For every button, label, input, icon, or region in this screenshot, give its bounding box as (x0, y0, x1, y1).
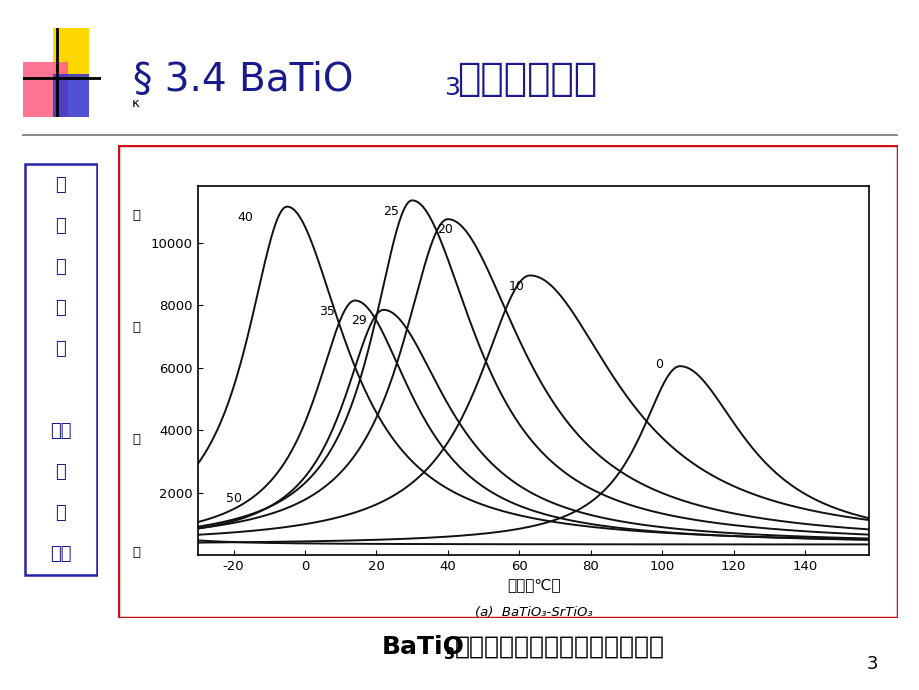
Text: 容: 容 (55, 217, 66, 235)
X-axis label: 温度（℃）: 温度（℃） (506, 578, 560, 593)
Text: 的性能和应用: 的性能和应用 (457, 60, 596, 99)
Text: 性）: 性） (50, 545, 72, 563)
Text: 3: 3 (444, 76, 460, 99)
Text: 3: 3 (867, 655, 878, 673)
Text: 0: 0 (654, 358, 663, 371)
Text: 电: 电 (55, 176, 66, 194)
Text: 3: 3 (444, 647, 455, 662)
Text: 50: 50 (226, 493, 242, 505)
Text: 数: 数 (132, 546, 140, 558)
Text: 介: 介 (132, 209, 140, 222)
Text: 器: 器 (55, 258, 66, 276)
Polygon shape (52, 28, 89, 79)
FancyBboxPatch shape (118, 145, 897, 618)
FancyBboxPatch shape (25, 164, 96, 575)
Text: § 3.4 BaTiO: § 3.4 BaTiO (133, 60, 354, 99)
Text: 25: 25 (383, 204, 399, 217)
Polygon shape (52, 75, 89, 117)
Text: 材: 材 (55, 299, 66, 317)
Text: 35: 35 (319, 305, 335, 317)
Text: 系固溶体介电常数与温度的关系: 系固溶体介电常数与温度的关系 (454, 635, 664, 658)
Text: （高: （高 (50, 422, 72, 440)
Text: 常: 常 (132, 433, 140, 446)
Text: 料: 料 (55, 340, 66, 358)
Text: (a)  BaTiO₃-SrTiO₃: (a) BaTiO₃-SrTiO₃ (474, 607, 592, 619)
Text: 电: 电 (55, 504, 66, 522)
Text: 20: 20 (437, 224, 452, 237)
Text: 29: 29 (351, 314, 367, 327)
Text: BaTiO: BaTiO (381, 635, 464, 658)
Polygon shape (23, 61, 68, 117)
Text: 介: 介 (55, 463, 66, 481)
Text: 40: 40 (237, 211, 253, 224)
Text: κ: κ (132, 97, 140, 110)
Text: 电: 电 (132, 322, 140, 334)
Text: 10: 10 (508, 279, 524, 293)
